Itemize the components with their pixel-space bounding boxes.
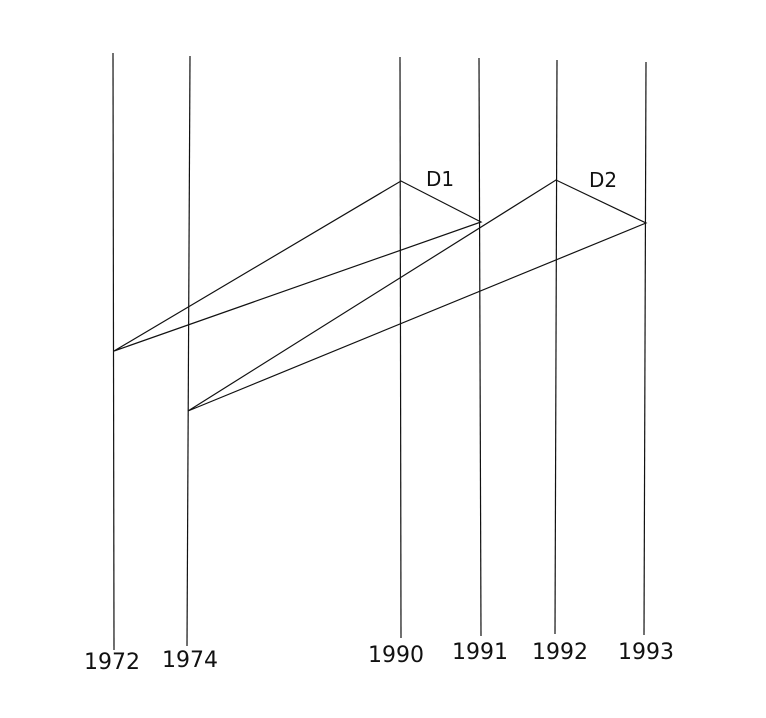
year-label-1990: 1990 xyxy=(368,643,424,668)
year-line-1993 xyxy=(643,61,647,636)
triangle-d2 xyxy=(187,179,648,412)
year-label-1974: 1974 xyxy=(162,648,218,673)
year-label-1991: 1991 xyxy=(452,640,508,665)
year-label-1993: 1993 xyxy=(618,640,674,665)
triangle-d1 xyxy=(113,180,483,352)
year-line-1972 xyxy=(112,52,115,651)
year-label-1972: 1972 xyxy=(84,650,140,675)
year-line-1991 xyxy=(478,57,482,637)
year-label-1992: 1992 xyxy=(532,640,588,665)
year-line-1992 xyxy=(554,59,558,635)
year-line-1974 xyxy=(186,55,191,647)
triangle-label-d2: D2 xyxy=(589,168,617,192)
triangle-label-d1: D1 xyxy=(426,167,454,191)
year-line-1990 xyxy=(399,56,402,639)
